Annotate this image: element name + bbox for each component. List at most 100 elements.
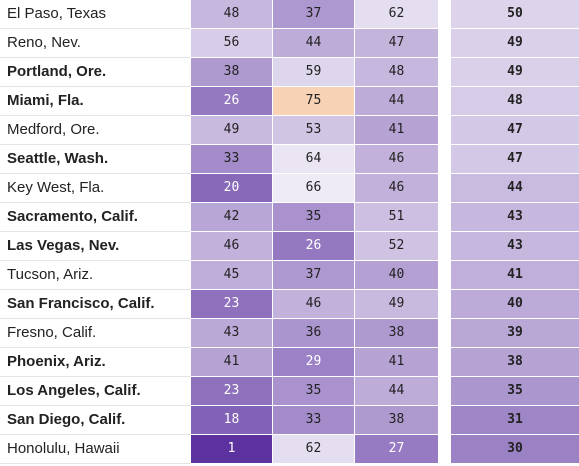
metric-cell-3: 38 bbox=[355, 406, 438, 434]
table-row: Honolulu, Hawaii 1 62 27 30 bbox=[0, 435, 579, 464]
metric-cell-2: 62 bbox=[273, 435, 354, 463]
metric-cell-1: 18 bbox=[191, 406, 272, 434]
row-divider bbox=[0, 57, 190, 58]
metric-cell-3: 46 bbox=[355, 145, 438, 173]
city-label: Tucson, Ariz. bbox=[7, 266, 94, 283]
city-label: El Paso, Texas bbox=[7, 5, 106, 22]
row-divider bbox=[0, 347, 190, 348]
overall-score-cell: 43 bbox=[451, 232, 579, 260]
metric-cell-1: 38 bbox=[191, 58, 272, 86]
table-row: Portland, Ore. 38 59 48 49 bbox=[0, 58, 579, 87]
city-label: Honolulu, Hawaii bbox=[7, 440, 120, 457]
metric-cell-1: 23 bbox=[191, 377, 272, 405]
overall-score-cell: 35 bbox=[451, 377, 579, 405]
metric-cell-2: 33 bbox=[273, 406, 354, 434]
table-row: Fresno, Calif. 43 36 38 39 bbox=[0, 319, 579, 348]
metric-cell-2: 26 bbox=[273, 232, 354, 260]
metric-cell-1: 1 bbox=[191, 435, 272, 463]
metric-cell-3: 51 bbox=[355, 203, 438, 231]
table-row: Medford, Ore. 49 53 41 47 bbox=[0, 116, 579, 145]
table-row: El Paso, Texas 48 37 62 50 bbox=[0, 0, 579, 29]
row-divider bbox=[0, 405, 190, 406]
metric-cell-3: 46 bbox=[355, 174, 438, 202]
table-row: San Diego, Calif. 18 33 38 31 bbox=[0, 406, 579, 435]
table-row: Las Vegas, Nev. 46 26 52 43 bbox=[0, 232, 579, 261]
metric-cell-3: 47 bbox=[355, 29, 438, 57]
metric-cell-3: 48 bbox=[355, 58, 438, 86]
table-row: Phoenix, Ariz. 41 29 41 38 bbox=[0, 348, 579, 377]
overall-score-cell: 47 bbox=[451, 145, 579, 173]
overall-score-cell: 47 bbox=[451, 116, 579, 144]
row-divider bbox=[0, 28, 190, 29]
overall-score-cell: 38 bbox=[451, 348, 579, 376]
row-divider bbox=[0, 318, 190, 319]
metric-cell-3: 38 bbox=[355, 319, 438, 347]
metric-cell-2: 46 bbox=[273, 290, 354, 318]
city-label: Reno, Nev. bbox=[7, 34, 81, 51]
metric-cell-1: 20 bbox=[191, 174, 272, 202]
table-row: Reno, Nev. 56 44 47 49 bbox=[0, 29, 579, 58]
table-row: San Francisco, Calif. 23 46 49 40 bbox=[0, 290, 579, 319]
city-label: Miami, Fla. bbox=[7, 92, 84, 109]
overall-score-cell: 43 bbox=[451, 203, 579, 231]
overall-score-cell: 39 bbox=[451, 319, 579, 347]
overall-score-cell: 49 bbox=[451, 29, 579, 57]
metric-cell-1: 56 bbox=[191, 29, 272, 57]
city-label: San Diego, Calif. bbox=[7, 411, 126, 428]
metric-cell-3: 40 bbox=[355, 261, 438, 289]
city-label: Phoenix, Ariz. bbox=[7, 353, 106, 370]
metric-cell-2: 44 bbox=[273, 29, 354, 57]
city-label: Key West, Fla. bbox=[7, 179, 105, 196]
city-label: Medford, Ore. bbox=[7, 121, 100, 138]
city-label: Sacramento, Calif. bbox=[7, 208, 138, 225]
city-label: Las Vegas, Nev. bbox=[7, 237, 120, 254]
table-row: Miami, Fla. 26 75 44 48 bbox=[0, 87, 579, 116]
table-row: Tucson, Ariz. 45 37 40 41 bbox=[0, 261, 579, 290]
metric-cell-2: 59 bbox=[273, 58, 354, 86]
metric-cell-3: 44 bbox=[355, 377, 438, 405]
overall-score-cell: 41 bbox=[451, 261, 579, 289]
metric-cell-3: 41 bbox=[355, 348, 438, 376]
row-divider bbox=[0, 289, 190, 290]
metric-cell-1: 42 bbox=[191, 203, 272, 231]
city-label: Seattle, Wash. bbox=[7, 150, 109, 167]
metric-cell-2: 37 bbox=[273, 261, 354, 289]
metric-cell-2: 37 bbox=[273, 0, 354, 28]
metric-cell-3: 27 bbox=[355, 435, 438, 463]
row-divider bbox=[0, 376, 190, 377]
metric-cell-3: 52 bbox=[355, 232, 438, 260]
row-divider bbox=[0, 86, 190, 87]
table-row: Los Angeles, Calif. 23 35 44 35 bbox=[0, 377, 579, 406]
row-divider bbox=[0, 173, 190, 174]
overall-score-cell: 31 bbox=[451, 406, 579, 434]
overall-score-cell: 30 bbox=[451, 435, 579, 463]
row-divider bbox=[0, 260, 190, 261]
metric-cell-2: 75 bbox=[273, 87, 354, 115]
overall-score-cell: 40 bbox=[451, 290, 579, 318]
city-label: Los Angeles, Calif. bbox=[7, 382, 141, 399]
row-divider bbox=[0, 463, 190, 464]
table-row: Key West, Fla. 20 66 46 44 bbox=[0, 174, 579, 203]
row-divider bbox=[0, 144, 190, 145]
overall-score-cell: 48 bbox=[451, 87, 579, 115]
row-divider bbox=[0, 231, 190, 232]
row-divider bbox=[0, 434, 190, 435]
metric-cell-1: 41 bbox=[191, 348, 272, 376]
row-divider bbox=[0, 202, 190, 203]
metric-cell-2: 64 bbox=[273, 145, 354, 173]
metric-cell-1: 23 bbox=[191, 290, 272, 318]
metric-cell-3: 41 bbox=[355, 116, 438, 144]
metric-cell-2: 29 bbox=[273, 348, 354, 376]
metric-cell-1: 26 bbox=[191, 87, 272, 115]
metric-cell-1: 33 bbox=[191, 145, 272, 173]
metric-cell-1: 43 bbox=[191, 319, 272, 347]
table-row: Seattle, Wash. 33 64 46 47 bbox=[0, 145, 579, 174]
overall-score-cell: 49 bbox=[451, 58, 579, 86]
metric-cell-3: 49 bbox=[355, 290, 438, 318]
metric-cell-3: 62 bbox=[355, 0, 438, 28]
overall-score-cell: 50 bbox=[451, 0, 579, 28]
metric-cell-2: 66 bbox=[273, 174, 354, 202]
metric-cell-2: 36 bbox=[273, 319, 354, 347]
metric-cell-3: 44 bbox=[355, 87, 438, 115]
